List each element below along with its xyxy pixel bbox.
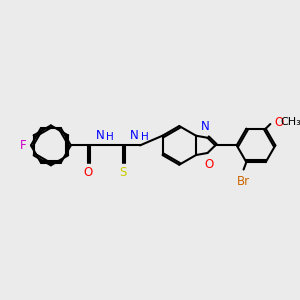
Text: N: N [130,129,139,142]
Text: O: O [205,158,214,171]
Text: N: N [96,129,104,142]
Text: CH₃: CH₃ [280,117,300,127]
Text: H: H [141,132,149,142]
Text: S: S [119,167,126,179]
Text: Br: Br [237,175,250,188]
Text: O: O [274,116,283,129]
Text: H: H [106,132,114,142]
Text: F: F [20,139,26,152]
Text: N: N [201,120,210,133]
Text: O: O [83,167,93,179]
